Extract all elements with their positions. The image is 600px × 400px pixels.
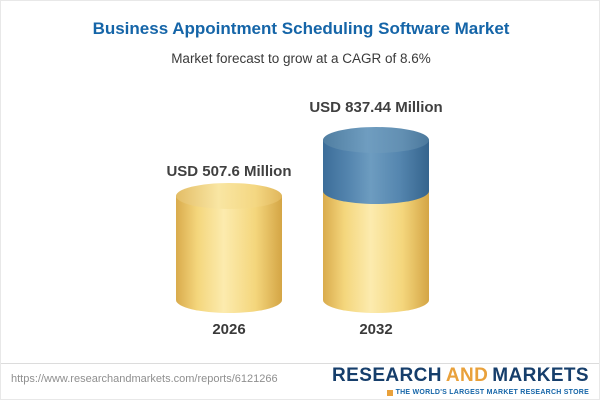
logo-tagline-marker <box>386 389 393 396</box>
logo-wordmark: RESEARCH AND MARKETS <box>332 365 589 387</box>
bar-2032-base-segment <box>323 191 429 313</box>
logo-word-markets: MARKETS <box>492 365 589 386</box>
category-label-2026: 2026 <box>212 321 246 338</box>
report-url: https://www.researchandmarkets.com/repor… <box>11 373 278 385</box>
footer-divider <box>1 363 599 364</box>
logo-tagline-row: THE WORLD'S LARGEST MARKET RESEARCH STOR… <box>332 389 589 396</box>
category-label-2032: 2032 <box>359 321 393 338</box>
value-label-2032: USD 837.44 Million <box>309 99 443 116</box>
logo-tagline: THE WORLD'S LARGEST MARKET RESEARCH STOR… <box>395 389 589 396</box>
bar-2032 <box>323 127 429 313</box>
value-label-2026: USD 507.6 Million <box>166 163 292 180</box>
bar-2026 <box>176 183 282 313</box>
logo-word-research: RESEARCH <box>332 365 442 386</box>
bar-2032-top <box>323 127 429 153</box>
chart-title: Business Appointment Scheduling Software… <box>92 19 510 38</box>
logo-word-and: AND <box>445 365 489 386</box>
researchandmarkets-logo: RESEARCH AND MARKETS THE WORLD'S LARGEST M… <box>332 365 589 396</box>
chart-subtitle: Market forecast to grow at a CAGR of 8.6… <box>171 51 431 66</box>
bar-2026-top <box>176 183 282 209</box>
bar-2026-body <box>176 196 282 313</box>
